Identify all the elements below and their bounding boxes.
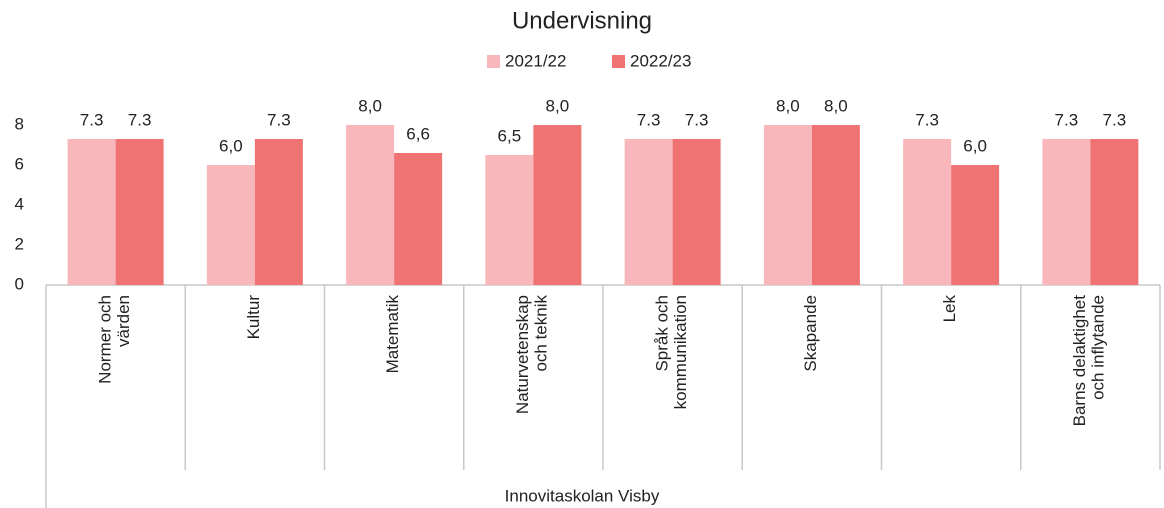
data-label: 8,0 [358, 96, 382, 115]
bar [1042, 139, 1091, 285]
data-label: 8,0 [546, 96, 570, 115]
legend-swatch [487, 55, 500, 68]
y-tick-label: 6 [15, 154, 24, 173]
data-label: 8,0 [776, 96, 800, 115]
data-label: 7.3 [1103, 110, 1127, 129]
data-label: 6,5 [498, 126, 522, 145]
bar [533, 125, 582, 285]
y-tick-label: 4 [15, 194, 24, 213]
legend-label: 2022/23 [630, 51, 691, 70]
bar [811, 125, 860, 285]
y-tick-label: 2 [15, 234, 24, 253]
bar [951, 165, 1000, 285]
x-tick-label: Naturvetenskapoch teknik [514, 295, 552, 415]
bar [206, 165, 255, 285]
bar [346, 125, 395, 285]
x-tick-label: Barns delaktighetoch inflytande [1071, 295, 1109, 427]
x-tick-label: Lek [941, 295, 960, 323]
legend-label: 2021/22 [505, 51, 566, 70]
data-label: 7.3 [128, 110, 152, 129]
x-tick-label: Normer ochvärden [96, 295, 134, 384]
data-label: 7.3 [267, 110, 291, 129]
data-label: 6,0 [963, 136, 987, 155]
y-tick-label: 8 [15, 114, 24, 133]
data-label: 7.3 [1055, 110, 1079, 129]
bar [672, 139, 721, 285]
x-tick-label: Kultur [244, 295, 263, 340]
bar [624, 139, 673, 285]
data-label: 7.3 [915, 110, 939, 129]
data-label: 7.3 [637, 110, 661, 129]
bar [763, 125, 812, 285]
bar [67, 139, 116, 285]
bar [115, 139, 164, 285]
x-tick-label: Språk ochkommunikation [653, 295, 691, 409]
bar [485, 155, 534, 285]
bar [394, 153, 443, 285]
data-label: 6,0 [219, 136, 243, 155]
data-label: 7.3 [685, 110, 709, 129]
bar [1090, 139, 1139, 285]
y-tick-label: 0 [15, 274, 24, 293]
legend-swatch [612, 55, 625, 68]
x-axis-label: Innovitaskolan Visby [505, 486, 660, 505]
data-label: 8,0 [824, 96, 848, 115]
bar [254, 139, 303, 285]
data-label: 6,6 [406, 124, 430, 143]
bar [903, 139, 952, 285]
data-label: 7.3 [80, 110, 104, 129]
x-tick-label: Matematik [384, 295, 403, 374]
chart-title: Undervisning [512, 7, 652, 34]
x-tick-label: Skapande [801, 295, 820, 372]
